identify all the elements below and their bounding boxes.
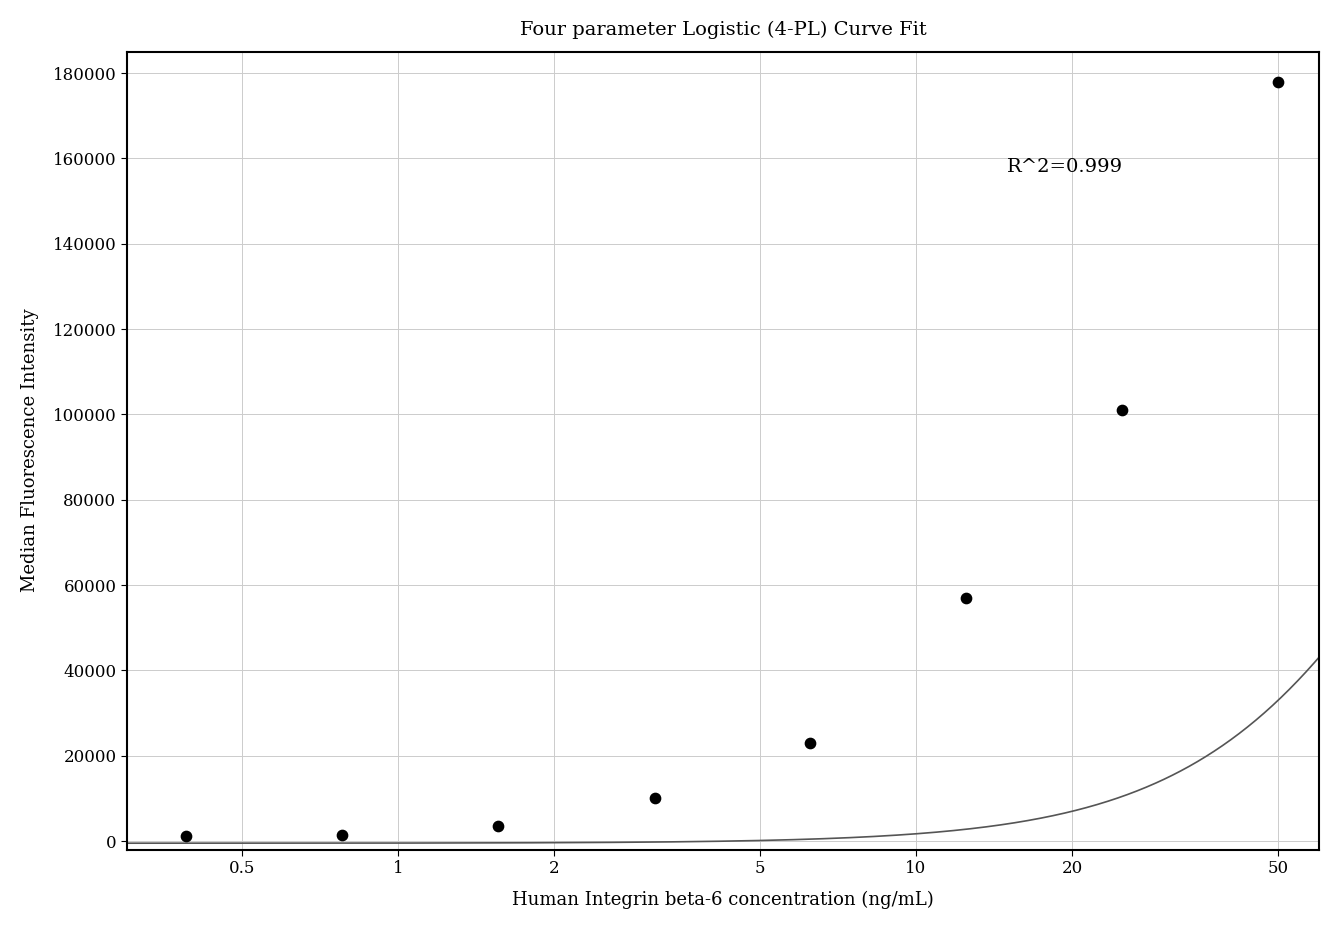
Point	[800, 736, 821, 751]
Point	[1111, 403, 1132, 418]
Text: R^2=0.999: R^2=0.999	[1008, 158, 1123, 176]
Y-axis label: Median Fluorescence Intensity: Median Fluorescence Intensity	[21, 309, 39, 592]
X-axis label: Human Integrin beta-6 concentration (ng/mL): Human Integrin beta-6 concentration (ng/…	[512, 891, 934, 910]
Title: Four parameter Logistic (4-PL) Curve Fit: Four parameter Logistic (4-PL) Curve Fit	[520, 20, 926, 39]
Point	[331, 828, 352, 843]
Point	[176, 829, 197, 844]
Point	[643, 791, 665, 806]
Point	[1268, 74, 1289, 89]
Point	[955, 591, 977, 605]
Point	[488, 818, 509, 833]
